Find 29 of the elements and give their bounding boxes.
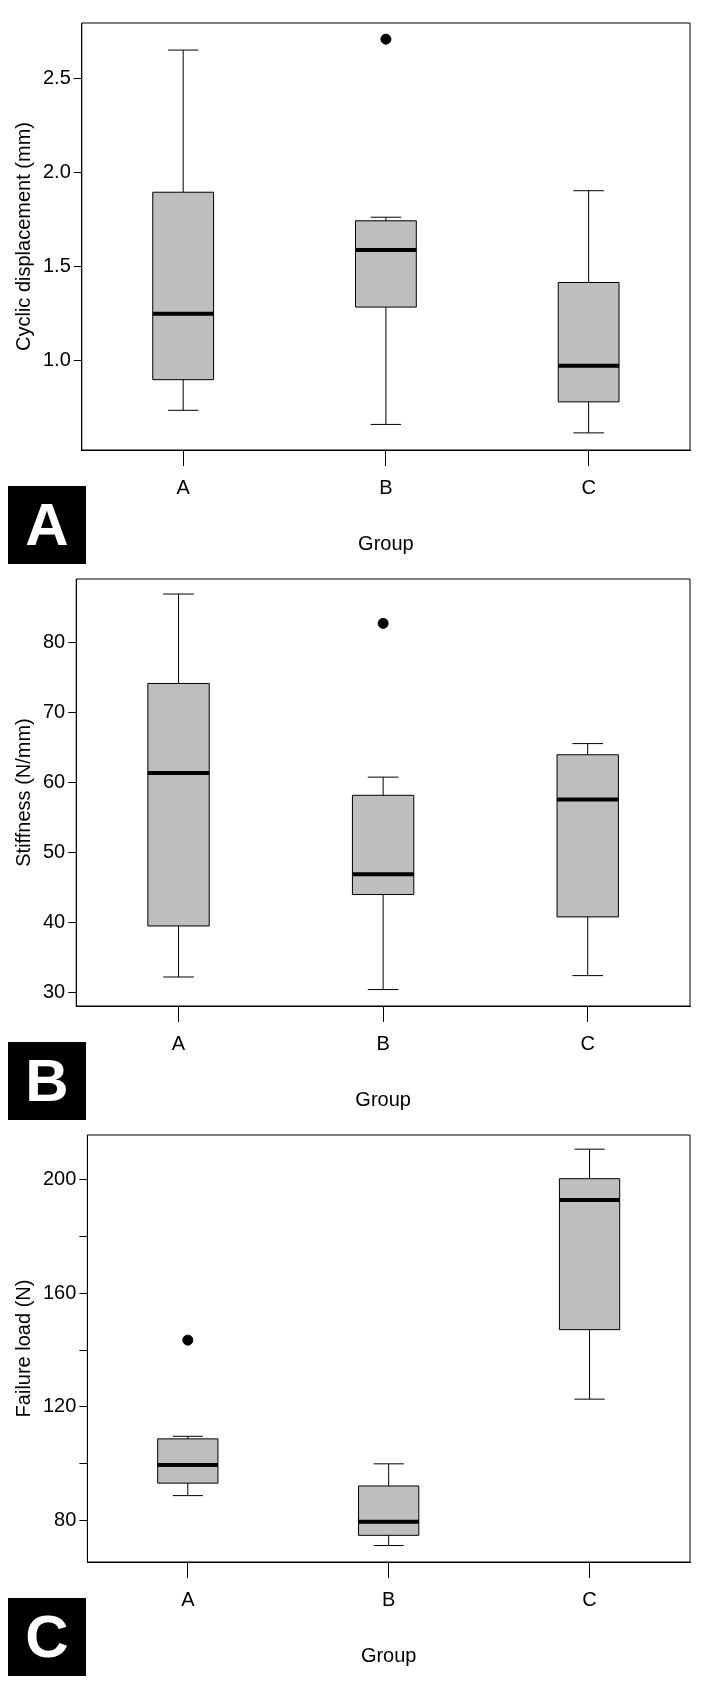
- x-tick-label: C: [580, 1031, 595, 1054]
- y-tick-label: 60: [43, 770, 66, 793]
- y-tick-label: 50: [43, 840, 66, 863]
- y-tick-label: 2.5: [42, 66, 71, 89]
- x-tick-label: B: [379, 475, 393, 498]
- x-axis-title: Group: [355, 1087, 411, 1110]
- y-tick-label: 80: [54, 1507, 77, 1530]
- x-tick-label: B: [382, 1587, 396, 1610]
- y-tick-label: 160: [42, 1280, 77, 1303]
- x-tick-label: A: [171, 1031, 186, 1054]
- x-axis-title: Group: [360, 1643, 417, 1666]
- y-tick-label: 30: [43, 979, 66, 1002]
- x-tick-label: A: [176, 475, 191, 498]
- y-tick-label: 80: [43, 630, 66, 653]
- y-axis-title: Failure load (N): [11, 1279, 34, 1418]
- y-axis-title: Stiffness (N/mm): [11, 718, 34, 867]
- y-tick-label: 2.0: [42, 160, 71, 183]
- y-axis-title: Cyclic displacement (mm): [11, 122, 34, 351]
- x-tick-label: B: [376, 1031, 390, 1054]
- y-tick-label: 200: [42, 1167, 77, 1190]
- y-tick-label: 1.0: [42, 348, 71, 371]
- x-tick-label: C: [581, 475, 596, 498]
- y-tick-label: 70: [43, 700, 66, 723]
- y-tick-label: 1.5: [42, 254, 71, 277]
- y-tick-label: 40: [43, 910, 66, 932]
- y-tick-label: 120: [42, 1394, 77, 1417]
- x-tick-label: C: [582, 1587, 597, 1610]
- x-axis-title: Group: [358, 531, 414, 554]
- x-tick-label: A: [181, 1587, 196, 1610]
